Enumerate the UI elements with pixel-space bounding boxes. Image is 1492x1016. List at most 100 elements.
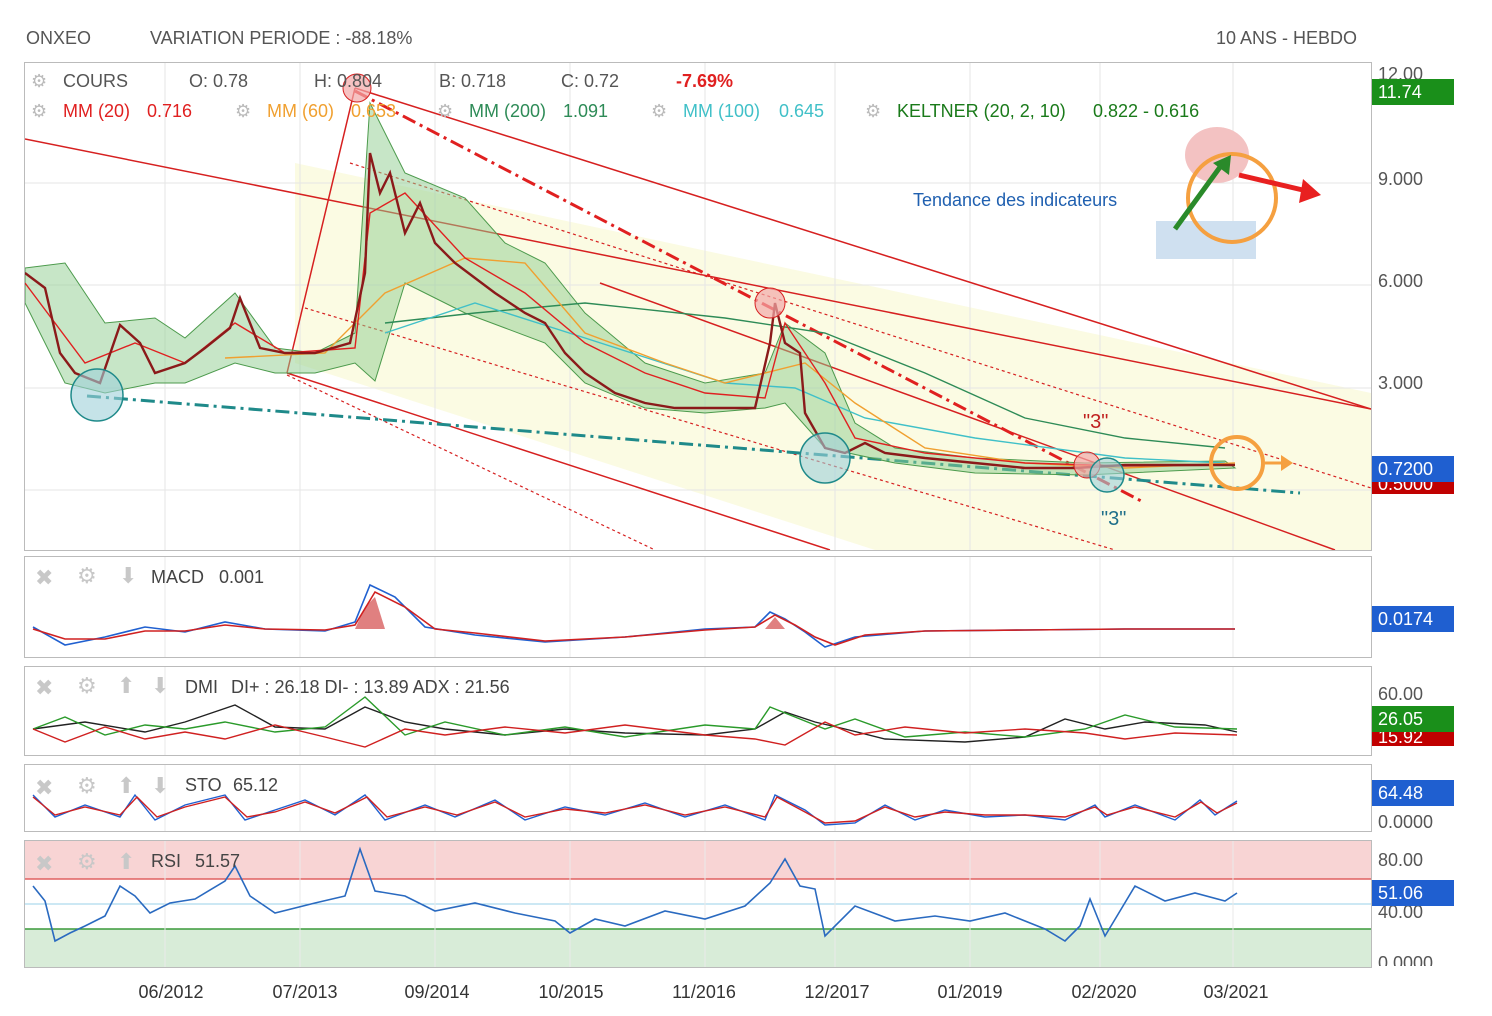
gear-icon[interactable]: ⚙ (865, 101, 882, 121)
period-variation: VARIATION PERIODE : -88.18% (150, 28, 413, 48)
gear-icon[interactable]: ⚙ (77, 849, 97, 874)
price-tick: 3.000 (1378, 373, 1424, 393)
arrow-down-icon[interactable]: ⬇ (119, 563, 138, 588)
close-value: C: 0.72 (561, 71, 620, 91)
price-tag-last: 0.7200 (1372, 456, 1454, 482)
x-tick-label: 12/2017 (804, 982, 870, 1002)
rsi-oversold-zone (25, 929, 1371, 967)
trend-arrow-green (1172, 161, 1226, 231)
channel-dotted (286, 162, 1371, 550)
di-plus-line (32, 696, 1238, 738)
top-marker (342, 73, 372, 103)
trend-widget-circle (1186, 152, 1278, 244)
dmi-tag-red: 15.92 (1372, 728, 1454, 746)
x-tick-label: 07/2013 (272, 982, 338, 1002)
support-line (86, 394, 1301, 495)
macd-value: 0.001 (219, 567, 265, 587)
price-chart: "3" "3" Tendance des indicateurs (25, 63, 1371, 550)
mm200-line (384, 302, 1226, 449)
cours-legend: ⚙ COURS O: 0.78 H: 0.804 B: 0.718 C: 0.7… (31, 71, 931, 95)
dmi-tick: 60.00 (1378, 684, 1424, 704)
wave-label-top: "3" (1083, 411, 1108, 433)
low-marker-2 (799, 432, 851, 484)
low-marker-3 (1089, 457, 1125, 493)
rsi-tick: 0.0000 (1378, 953, 1434, 966)
rsi-value: 51.57 (195, 851, 241, 871)
macd-panel: ✖ ⚙ ⬇ MACD 0.001 (24, 556, 1372, 658)
keltner-value: 0.822 - 0.616 (1093, 101, 1200, 121)
dmi-tag: 26.05 (1372, 706, 1454, 732)
mm60-value: 0.653 (351, 101, 397, 121)
sto-tag: 64.48 (1372, 780, 1454, 806)
gear-icon[interactable]: ⚙ (651, 101, 668, 121)
trend-text: Tendance des indicateurs (913, 190, 1117, 210)
x-tick-label: 02/2020 (1071, 982, 1137, 1002)
price-tick: 9.000 (1378, 169, 1424, 189)
cours-label: COURS (63, 71, 129, 91)
trend-arrowhead-green (1213, 155, 1231, 175)
x-tick-label: 06/2012 (138, 982, 204, 1002)
price-grid (25, 63, 1371, 550)
x-tick-label: 01/2019 (937, 982, 1003, 1002)
low-marker-1 (70, 368, 124, 422)
close-icon[interactable]: ✖ (35, 851, 54, 876)
price-panel: "3" "3" Tendance des indicateurs ⚙ COURS… (24, 62, 1372, 551)
channel-fill (295, 163, 1371, 550)
rsi-panel: ✖ ⚙ ⬆ RSI 51.57 (24, 840, 1372, 968)
mm200-label: MM (200) (469, 101, 547, 121)
x-tick-label: 10/2015 (538, 982, 604, 1002)
gear-icon[interactable]: ⚙ (437, 101, 454, 121)
open-value: O: 0.78 (189, 71, 249, 91)
arrow-up-icon[interactable]: ⬆ (117, 849, 136, 874)
trend-arrow-red (1238, 172, 1308, 194)
high-value: H: 0.804 (314, 71, 383, 91)
close-icon[interactable]: ✖ (35, 775, 54, 800)
rsi-overbought-zone (25, 841, 1371, 879)
sto-title: STO (185, 775, 222, 795)
sto-chart (32, 765, 1238, 831)
sto-value: 65.12 (233, 775, 279, 795)
close-icon[interactable]: ✖ (35, 565, 54, 590)
gear-icon[interactable]: ⚙ (31, 71, 48, 91)
mm200-value: 1.091 (563, 101, 609, 121)
x-tick-label: 03/2021 (1203, 982, 1269, 1002)
rsi-tick: 40.00 (1378, 902, 1424, 922)
ticker-title: ONXEO (26, 28, 92, 48)
dmi-title: DMI (185, 677, 218, 697)
mm60-line (224, 257, 1236, 469)
gear-icon[interactable]: ⚙ (77, 563, 97, 588)
trend-arrowhead-red (1299, 179, 1321, 203)
gear-icon[interactable]: ⚙ (77, 673, 97, 698)
mm60-label: MM (60) (267, 101, 334, 121)
price-tag-top: 11.74 (1372, 79, 1454, 105)
gear-icon[interactable]: ⚙ (235, 101, 252, 121)
gear-icon[interactable]: ⚙ (77, 773, 97, 798)
arrow-down-icon[interactable]: ⬇ (151, 773, 170, 798)
rsi-tag: 51.06 (1372, 880, 1454, 906)
resistance-line (354, 89, 1146, 505)
arrow-up-icon[interactable]: ⬆ (117, 773, 136, 798)
macd-title: MACD (151, 567, 204, 587)
wave-label-bottom: "3" (1101, 508, 1126, 530)
arrow-up-icon[interactable]: ⬆ (117, 673, 136, 698)
rsi-tick: 80.00 (1378, 850, 1424, 870)
mm100-value: 0.645 (779, 101, 825, 121)
mm20-label: MM (20) (63, 101, 130, 121)
trend-circle-end (1209, 435, 1265, 491)
rsi-line (32, 846, 1238, 943)
price-tick: 6.000 (1378, 271, 1424, 291)
arrow-down-icon[interactable]: ⬇ (151, 673, 170, 698)
mm20-value: 0.716 (147, 101, 193, 121)
period-selector[interactable]: 10 ANS - HEBDO (1216, 28, 1358, 48)
macd-tag: 0.0174 (1372, 606, 1454, 632)
mm100-line (384, 302, 1226, 464)
keltner-label: KELTNER (20, 2, 10) (897, 101, 1066, 121)
dmi-chart (32, 667, 1238, 755)
macd-line (32, 583, 1235, 648)
close-icon[interactable]: ✖ (35, 675, 54, 700)
sto-panel: ✖ ⚙ ⬆ ⬇ STO 65.12 (24, 764, 1372, 832)
dmi-value: DI+ : 26.18 DI- : 13.89 ADX : 21.56 (231, 677, 510, 697)
macd-signal-line (32, 590, 1235, 646)
gear-icon[interactable]: ⚙ (31, 101, 48, 121)
low-value: B: 0.718 (439, 71, 507, 91)
